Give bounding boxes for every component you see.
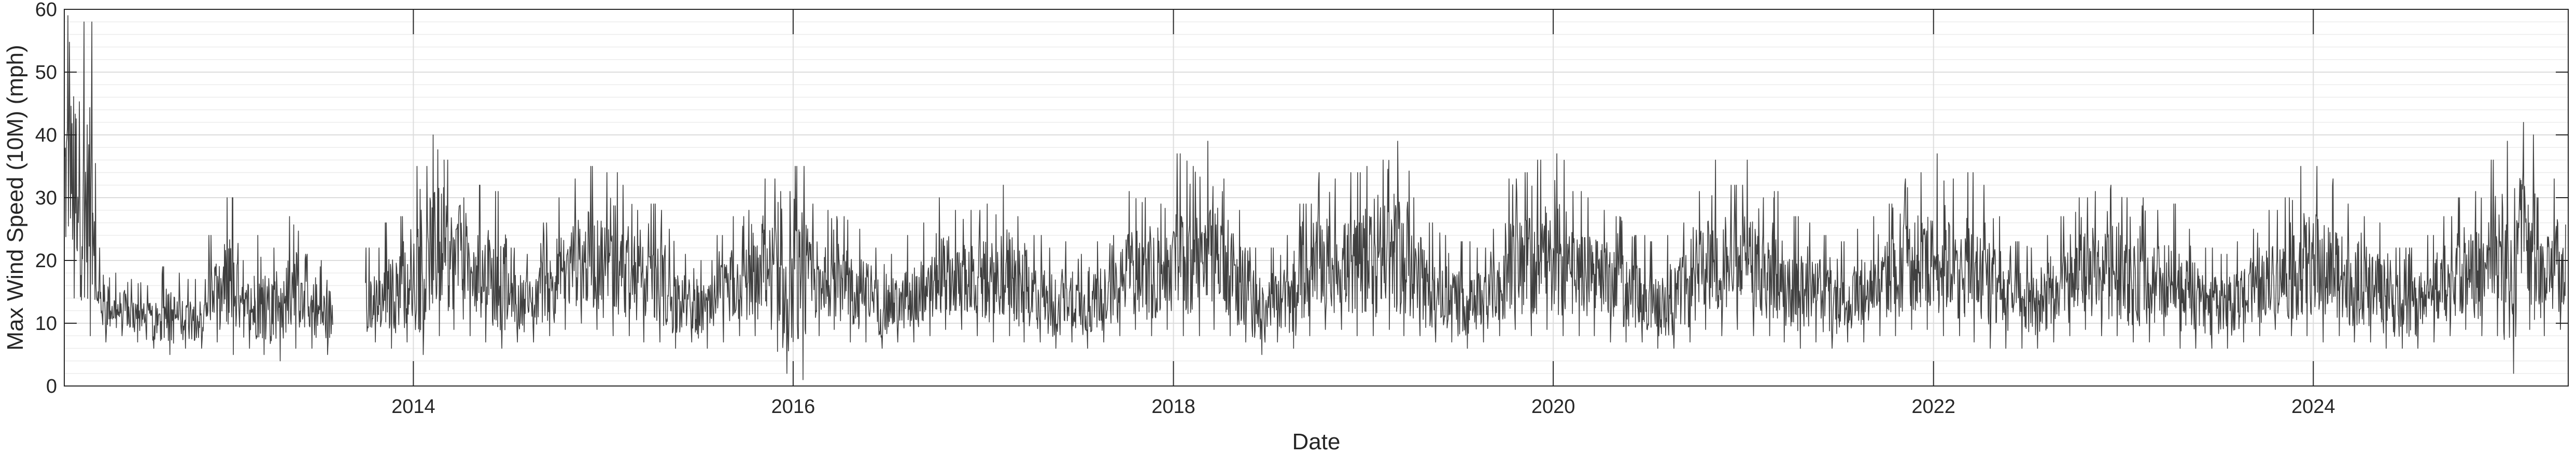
axis-ticks [64, 9, 2568, 387]
y-tick-label: 30 [35, 187, 57, 209]
y-tick-label: 10 [35, 313, 57, 335]
x-tick-label: 2024 [2291, 396, 2335, 418]
grid-lines [64, 9, 2568, 386]
y-tick-label: 40 [35, 125, 57, 146]
x-tick-label: 2014 [391, 396, 435, 418]
series-line [64, 15, 2566, 380]
y-tick-label: 20 [35, 250, 57, 272]
x-tick-label: 2016 [771, 396, 815, 418]
y-tick-label: 0 [46, 376, 57, 397]
x-tick-label: 2022 [1911, 396, 1955, 418]
y-axis-title: Max Wind Speed (10M) (mph) [3, 45, 28, 350]
x-tick-label: 2018 [1151, 396, 1195, 418]
x-tick-label: 2020 [1531, 396, 1575, 418]
y-tick-label: 50 [35, 62, 57, 84]
series-line-group [64, 15, 2566, 380]
x-axis-title: Date [1292, 429, 1341, 454]
y-tick-label: 60 [35, 0, 57, 21]
tick-labels: 0 10 20 30 40 50 60 2014 2016 2018 2020 2022 2024 [35, 0, 2335, 418]
